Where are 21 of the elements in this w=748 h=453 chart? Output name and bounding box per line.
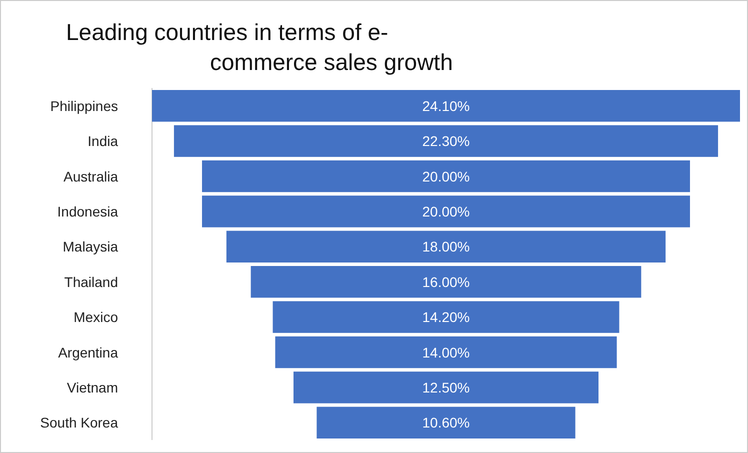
- data-label: 20.00%: [422, 168, 470, 184]
- category-label: India: [88, 133, 118, 150]
- category-label: Thailand: [64, 274, 118, 290]
- data-label: 12.50%: [422, 379, 470, 396]
- data-label: 16.00%: [422, 274, 470, 290]
- category-label: Australia: [64, 168, 118, 184]
- category-label: Malaysia: [62, 238, 118, 255]
- category-label: Indonesia: [57, 203, 118, 220]
- data-label: 24.10%: [422, 98, 470, 114]
- data-label: 14.20%: [422, 309, 470, 326]
- data-label: 20.00%: [422, 203, 470, 220]
- data-label: 22.30%: [422, 133, 470, 150]
- data-label: 10.60%: [422, 414, 470, 431]
- data-label: 14.00%: [422, 344, 470, 360]
- text: Leading countries in terms of e-commerce sales growth: [66, 19, 453, 75]
- category-label: South Korea: [40, 414, 118, 431]
- category-label: Mexico: [74, 309, 118, 326]
- category-label: Argentina: [58, 344, 118, 360]
- category-label: Vietnam: [66, 379, 118, 396]
- category-label: Philippines: [50, 98, 118, 114]
- data-label: 18.00%: [422, 238, 470, 255]
